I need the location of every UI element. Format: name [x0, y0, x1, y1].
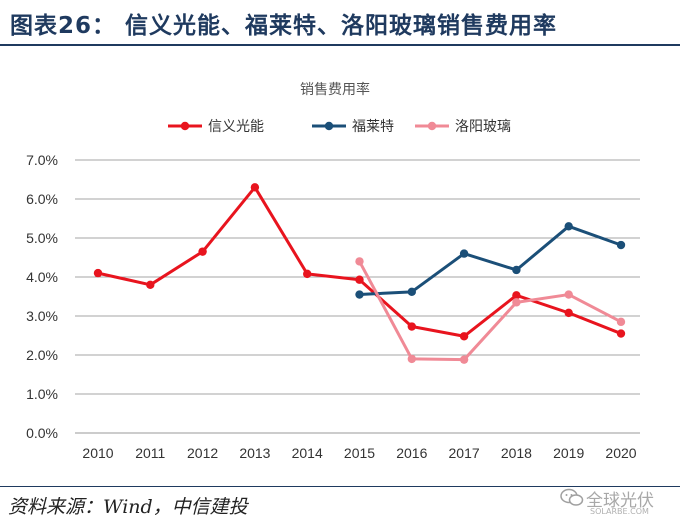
legend-label: 信义光能: [208, 119, 264, 135]
series-福莱特: [355, 222, 626, 299]
legend-marker: [324, 121, 334, 131]
data-point: [93, 268, 103, 278]
legend-item: 洛阳玻璃: [415, 118, 511, 135]
legend-marker: [427, 121, 437, 131]
data-point: [564, 290, 573, 299]
legend-marker: [180, 121, 190, 131]
data-point: [512, 298, 521, 307]
x-tick-label: 2019: [553, 445, 584, 461]
x-tick-label: 2010: [82, 445, 113, 461]
x-tick-label: 2017: [449, 445, 480, 461]
chart-series: [93, 183, 626, 364]
x-tick-label: 2016: [396, 445, 427, 461]
legend-item: 福莱特: [312, 119, 394, 135]
data-point: [355, 257, 364, 266]
x-axis-ticks: 2010 2011 2012 2013 2014 2015 2016 2017 2018 2019…: [82, 445, 636, 461]
chart-gridlines: [75, 159, 640, 434]
legend-item: 信义光能: [168, 119, 264, 135]
line-chart: 销售费用率 信义光能 福莱特 洛阳玻璃 0.0% 1.0% 2.0% 3.0% 4.0% 5.…: [26, 81, 640, 461]
y-tick-label: 1.0%: [26, 386, 58, 402]
x-tick-label: 2012: [187, 445, 218, 461]
chart-legend: 信义光能 福莱特 洛阳玻璃: [168, 118, 511, 135]
data-point: [512, 265, 521, 275]
watermark: 全球光伏 SOLARBE.COM: [560, 486, 675, 520]
data-point: [407, 322, 416, 331]
y-tick-label: 2.0%: [26, 347, 58, 363]
legend-label: 福莱特: [352, 119, 394, 135]
footer-divider: [0, 486, 680, 487]
data-point: [355, 275, 364, 284]
x-tick-label: 2013: [239, 445, 270, 461]
data-point: [146, 280, 155, 289]
data-point: [250, 183, 260, 192]
y-tick-label: 4.0%: [26, 269, 58, 285]
data-point: [459, 249, 469, 258]
data-point: [512, 291, 521, 300]
data-point: [355, 290, 364, 299]
wechat-icon: [560, 488, 584, 506]
x-tick-label: 2020: [605, 445, 636, 461]
x-tick-label: 2014: [292, 445, 323, 461]
title-divider: [0, 44, 680, 46]
watermark-subtext: SOLARBE.COM: [590, 507, 649, 516]
chart-title: 销售费用率: [300, 81, 370, 98]
legend-label: 洛阳玻璃: [455, 118, 511, 135]
y-tick-label: 5.0%: [26, 230, 58, 246]
data-point: [616, 240, 626, 250]
y-axis-ticks: 0.0% 1.0% 2.0% 3.0% 4.0% 5.0% 6.0% 7.0%: [26, 152, 58, 441]
x-tick-label: 2018: [501, 445, 532, 461]
series-洛阳玻璃: [355, 257, 626, 364]
data-point: [303, 269, 312, 279]
data-point: [459, 355, 469, 364]
data-point: [407, 287, 416, 297]
series-line: [358, 260, 622, 362]
data-point: [564, 308, 573, 318]
watermark-text: 全球光伏: [586, 491, 654, 511]
series-line: [359, 224, 622, 297]
x-tick-label: 2015: [344, 445, 375, 461]
y-tick-label: 0.0%: [26, 425, 58, 441]
y-tick-label: 6.0%: [26, 191, 58, 207]
y-tick-label: 3.0%: [26, 308, 58, 324]
data-point: [564, 222, 573, 231]
y-tick-label: 7.0%: [26, 152, 58, 168]
figure-title: 图表26： 信义光能、福莱特、洛阳玻璃销售费用率: [10, 13, 558, 39]
data-point: [616, 329, 626, 338]
x-tick-label: 2011: [135, 445, 165, 461]
data-point: [616, 317, 626, 327]
source-note: 资料来源：Wind，中信建投: [8, 496, 248, 518]
data-point: [459, 332, 469, 341]
data-point: [198, 247, 207, 256]
data-point: [407, 354, 416, 364]
